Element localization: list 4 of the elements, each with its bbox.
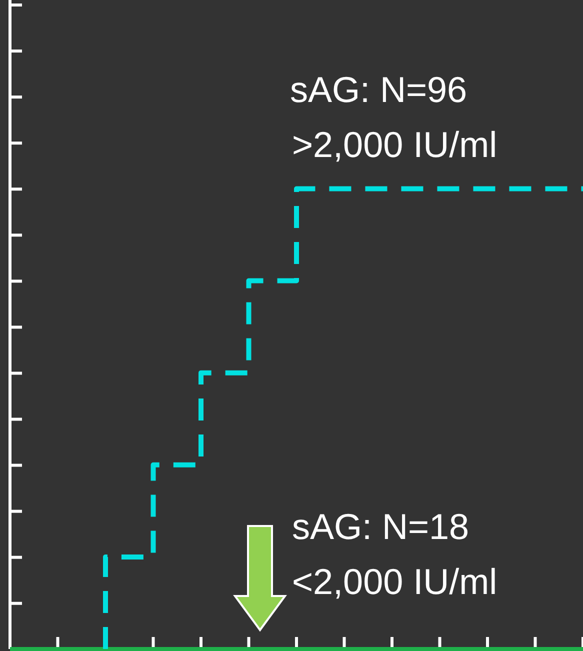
- annotation: sAG: N=18: [292, 506, 470, 547]
- text: sAG: N=96: [290, 69, 468, 110]
- text: >2,000 IU/ml: [292, 124, 498, 165]
- annotation: <2,000 IU/ml: [292, 561, 498, 602]
